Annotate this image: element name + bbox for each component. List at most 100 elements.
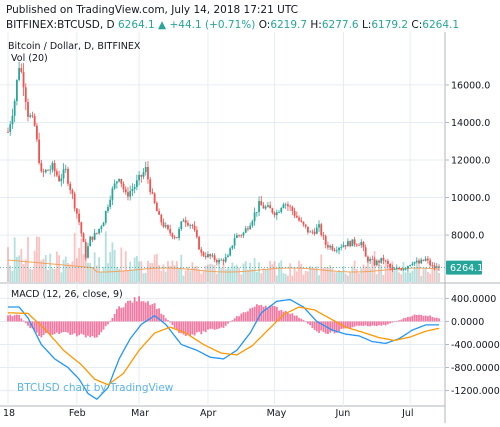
candle-body (406, 265, 409, 269)
macd-histogram-bar (289, 313, 292, 322)
macd-histogram-bar (202, 321, 205, 332)
volume-bar (38, 236, 41, 282)
volume-bar (131, 269, 134, 282)
macd-histogram-bar (113, 314, 116, 322)
candle-body (329, 245, 332, 248)
candle-body (133, 187, 136, 189)
candle-body (333, 249, 336, 251)
volume-bar (355, 268, 358, 282)
macd-histogram-bar (160, 313, 163, 322)
candle-body (255, 212, 258, 213)
candle-body (42, 171, 45, 173)
candle-body (349, 241, 352, 247)
candle-body (209, 254, 212, 257)
candle-body (58, 175, 60, 182)
chart-frame[interactable]: 16000.0 14000.0 12000.0 10000.0 8000.0 400.00… (0, 32, 500, 423)
candle-body (424, 258, 427, 261)
macd-histogram-bar (267, 308, 269, 322)
macd-histogram-bar (71, 321, 74, 335)
macd-histogram-bar (158, 308, 160, 322)
volume-bar (107, 263, 109, 282)
candle-body (404, 268, 407, 270)
candle-body (149, 179, 152, 193)
candle-body (340, 247, 343, 248)
macd-histogram-bar (220, 321, 223, 328)
candle-body (135, 180, 138, 188)
candle-body (127, 192, 129, 197)
volume-bar (307, 271, 309, 282)
volume-bar (429, 273, 432, 282)
volume-bar (315, 266, 318, 282)
macd-histogram-bar (131, 302, 134, 322)
candle-body (238, 235, 240, 237)
candle-body (204, 255, 207, 258)
volume-bar (275, 275, 278, 282)
candle-body (140, 174, 143, 177)
macd-histogram-bar (191, 321, 194, 335)
macd-histogram-bar (122, 307, 125, 322)
macd-histogram-bar (298, 317, 300, 322)
candle-body (173, 236, 176, 238)
macd-histogram-bar (171, 321, 174, 326)
candle-body (324, 236, 327, 246)
volume-bar (147, 260, 149, 282)
candle-body (267, 205, 269, 207)
candle-body (384, 260, 387, 262)
candle-body (75, 208, 78, 214)
candle-body (387, 260, 389, 265)
candle-body (273, 212, 276, 216)
candle-body (322, 235, 325, 237)
macd-histogram-bar (302, 319, 305, 322)
published-caption: Published on TradingView.com, July 14, 2… (6, 4, 298, 16)
volume-bar (55, 251, 58, 282)
volume-bar (404, 272, 407, 282)
candle-body (287, 204, 289, 207)
candle-body (9, 124, 12, 132)
watermark-text: BTCUSD chart by TradingView (17, 382, 174, 394)
volume-bar (204, 265, 207, 282)
volume-bar (438, 273, 440, 282)
volume-bar (362, 264, 365, 282)
macd-histogram-bar (218, 321, 220, 329)
candle-body (278, 212, 280, 213)
macd-histogram-bar (229, 321, 232, 323)
high-value: 6277.6 (321, 19, 359, 31)
volume-bar (84, 256, 87, 282)
macd-histogram-bar (44, 321, 47, 334)
volume-bar (289, 263, 292, 282)
volume-bar (280, 260, 283, 282)
candle-body (71, 190, 74, 194)
macd-histogram-bar (133, 297, 136, 322)
volume-bar (424, 267, 427, 282)
candle-body (20, 68, 23, 72)
chart-canvas[interactable]: 16000.0 14000.0 12000.0 10000.0 8000.0 400.00… (0, 32, 500, 423)
candle-body (426, 258, 429, 261)
macd-histogram-bar (253, 306, 256, 322)
candle-body (215, 260, 218, 263)
volume-bar (267, 268, 269, 282)
macd-histogram-bar (411, 315, 414, 322)
candle-body (295, 215, 298, 218)
macd-histogram-bar (169, 321, 172, 323)
volume-bar (426, 272, 429, 282)
candle-body (280, 207, 283, 213)
macd-histogram-bar (127, 300, 129, 322)
volume-bar (140, 261, 143, 282)
candle-body (220, 259, 223, 261)
macd-histogram-bar (418, 314, 420, 322)
macd-histogram-bar (322, 321, 325, 332)
close-value: 6264.1 (422, 19, 460, 31)
macd-histogram-bar (398, 320, 400, 322)
macd-histogram-bar (249, 308, 252, 322)
candle-body (275, 212, 278, 216)
volume-bar (95, 265, 98, 282)
macd-histogram-bar (349, 321, 352, 329)
macd-histogram-bar (64, 321, 67, 333)
volume-bar (375, 274, 378, 282)
volume-bar (389, 264, 392, 282)
macd-histogram-bar (213, 321, 216, 330)
volume-bar (202, 271, 205, 282)
macd-histogram-bar (204, 321, 207, 333)
price-tick-label: 10000.0 (451, 193, 490, 204)
candle-body (435, 266, 438, 268)
